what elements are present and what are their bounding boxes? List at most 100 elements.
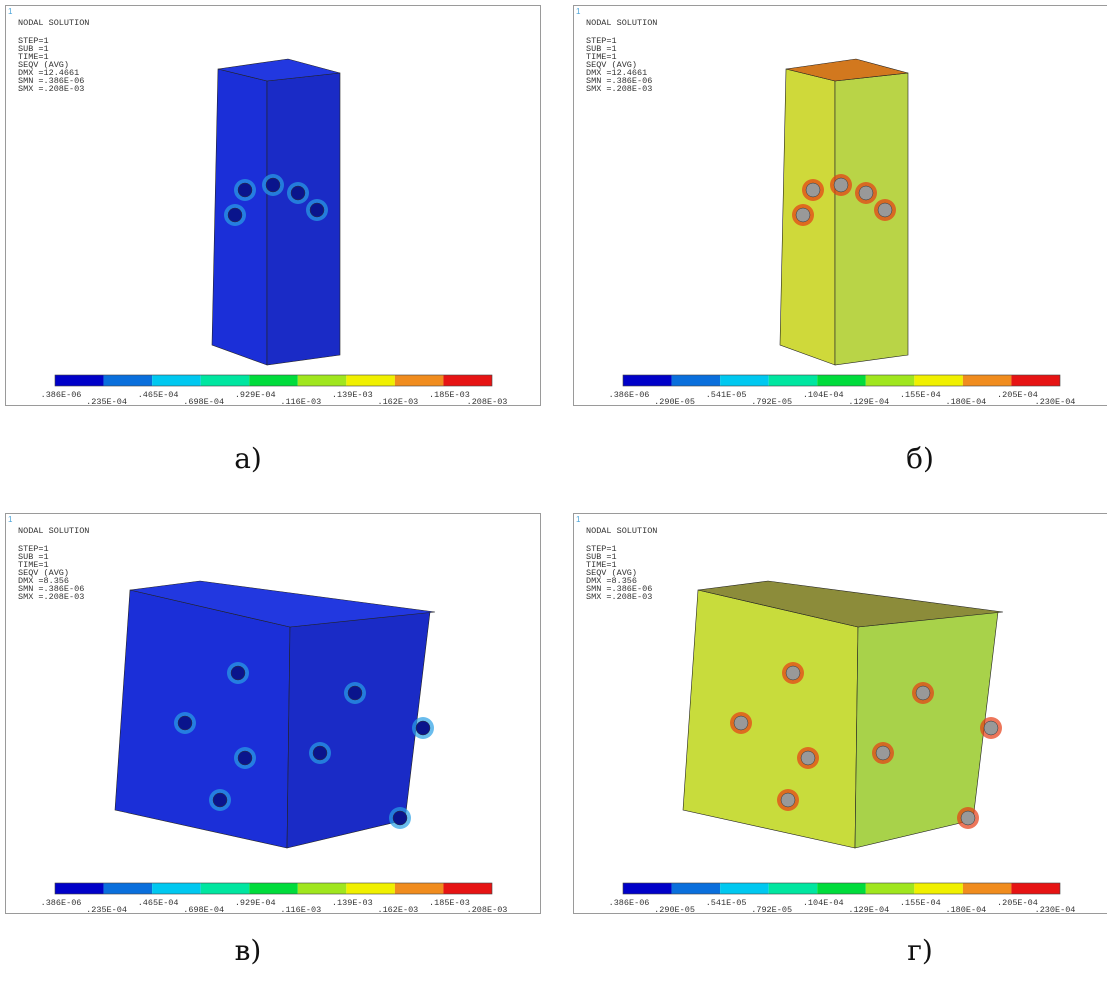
legend-swatch xyxy=(201,883,250,894)
hole xyxy=(231,666,245,680)
legend-swatch xyxy=(866,883,915,894)
panel-index: 1 xyxy=(576,7,581,16)
hole xyxy=(876,746,890,760)
legend-label: .698E-04 xyxy=(183,905,224,915)
hole xyxy=(796,208,810,222)
legend-swatch xyxy=(1011,375,1060,386)
legend-swatch xyxy=(1011,883,1060,894)
legend-swatch xyxy=(298,883,347,894)
hole xyxy=(238,183,252,197)
legend-label: .180E-04 xyxy=(945,905,986,915)
panel-index: 1 xyxy=(576,515,581,524)
hole xyxy=(416,721,430,735)
header-line: NODAL SOLUTION xyxy=(586,526,657,536)
legend-label: .235E-04 xyxy=(86,905,127,915)
legend-swatch xyxy=(817,375,866,386)
hole xyxy=(313,746,327,760)
legend-label: .230E-04 xyxy=(1035,905,1076,915)
legend-swatch xyxy=(817,883,866,894)
legend-swatch xyxy=(720,375,769,386)
legend-label: .205E-04 xyxy=(997,898,1038,908)
legend-swatch xyxy=(623,375,672,386)
legend-label: .929E-04 xyxy=(235,898,276,908)
legend-label: .698E-04 xyxy=(183,397,224,407)
hole xyxy=(916,686,930,700)
legend-label: .116E-03 xyxy=(280,397,321,407)
legend-swatch xyxy=(55,375,104,386)
legend-swatch xyxy=(769,375,818,386)
legend-label: .230E-04 xyxy=(1035,397,1076,407)
legend-swatch xyxy=(443,375,492,386)
legend-label: .104E-04 xyxy=(803,898,844,908)
legend-swatch xyxy=(201,375,250,386)
legend-label: .155E-04 xyxy=(900,898,941,908)
hole xyxy=(961,811,975,825)
caption: г) xyxy=(907,934,933,967)
legend-label: .116E-03 xyxy=(280,905,321,915)
header-line: SMX =.208E-03 xyxy=(586,592,652,602)
hole xyxy=(781,793,795,807)
hole xyxy=(266,178,280,192)
legend-swatch xyxy=(346,375,395,386)
figure: 1NODAL SOLUTIONSTEP=1SUB =1TIME=1SEQV (A… xyxy=(0,0,1107,983)
panel-index: 1 xyxy=(8,515,13,524)
legend-label: .541E-05 xyxy=(706,898,747,908)
model-front xyxy=(683,590,858,848)
legend-swatch xyxy=(963,883,1012,894)
hole xyxy=(178,716,192,730)
legend-label: .162E-03 xyxy=(377,397,418,407)
legend-label: .139E-03 xyxy=(332,390,373,400)
legend-swatch xyxy=(866,375,915,386)
legend-swatch xyxy=(249,375,298,386)
header-line: NODAL SOLUTION xyxy=(18,18,89,28)
legend-swatch xyxy=(672,375,721,386)
legend-swatch xyxy=(623,883,672,894)
model-front xyxy=(115,590,290,848)
legend-swatch xyxy=(346,883,395,894)
legend-label: .290E-05 xyxy=(654,905,695,915)
caption: а) xyxy=(234,442,262,475)
header-line: SMX =.208E-03 xyxy=(18,592,84,602)
hole xyxy=(859,186,873,200)
legend-label: .208E-03 xyxy=(467,905,508,915)
legend-label: .162E-03 xyxy=(377,905,418,915)
legend-swatch xyxy=(443,883,492,894)
legend-swatch xyxy=(104,883,153,894)
legend-label: .185E-03 xyxy=(429,390,470,400)
caption: в) xyxy=(235,934,262,967)
hole xyxy=(834,178,848,192)
header-line: NODAL SOLUTION xyxy=(586,18,657,28)
legend-label: .155E-04 xyxy=(900,390,941,400)
legend-label: .139E-03 xyxy=(332,898,373,908)
hole xyxy=(348,686,362,700)
legend-swatch xyxy=(298,375,347,386)
hole xyxy=(786,666,800,680)
legend-label: .929E-04 xyxy=(235,390,276,400)
legend-swatch xyxy=(769,883,818,894)
legend-swatch xyxy=(720,883,769,894)
legend-label: .180E-04 xyxy=(945,397,986,407)
legend-swatch xyxy=(672,883,721,894)
legend-label: .290E-05 xyxy=(654,397,695,407)
legend-label: .792E-05 xyxy=(751,397,792,407)
legend-swatch xyxy=(395,883,444,894)
hole xyxy=(310,203,324,217)
legend-swatch xyxy=(914,375,963,386)
caption: б) xyxy=(906,442,934,475)
hole xyxy=(878,203,892,217)
header-line: SMX =.208E-03 xyxy=(586,84,652,94)
model-side xyxy=(835,73,908,365)
header-line: NODAL SOLUTION xyxy=(18,526,89,536)
legend-swatch xyxy=(104,375,153,386)
model-side xyxy=(267,73,340,365)
hole xyxy=(228,208,242,222)
legend-swatch xyxy=(152,883,201,894)
hole xyxy=(801,751,815,765)
hole xyxy=(238,751,252,765)
hole xyxy=(291,186,305,200)
legend-label: .792E-05 xyxy=(751,905,792,915)
panel-index: 1 xyxy=(8,7,13,16)
